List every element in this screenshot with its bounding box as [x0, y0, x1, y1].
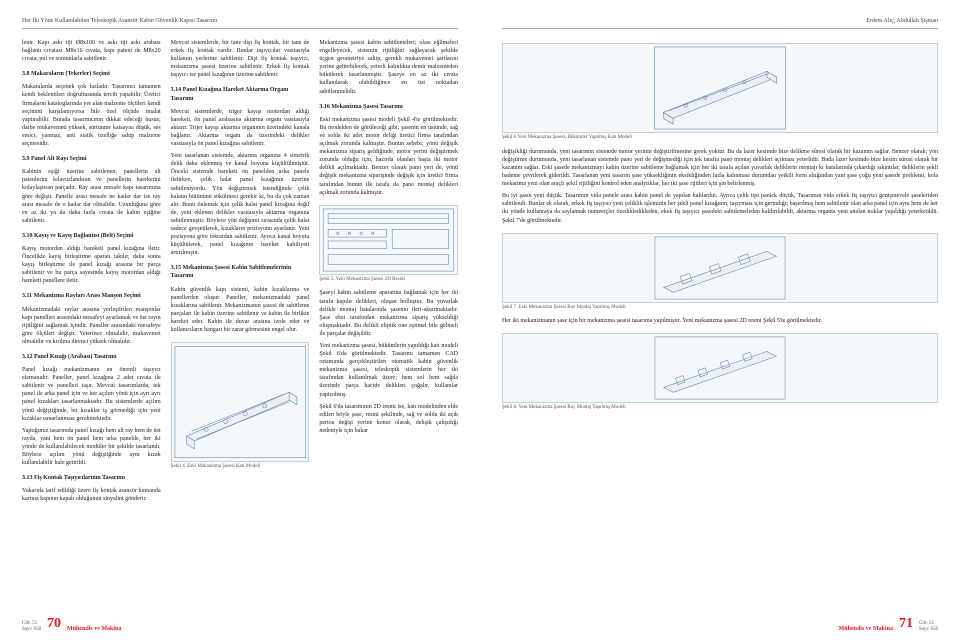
para: Şekil 6'da tasarımının 2D resmi ise, kat… — [319, 403, 458, 435]
issue-box: Cilt: 55 Sayı: 658 — [22, 621, 41, 632]
right-col-1: Şekil 6.Yeni Mekanizma Şasesi, Bükümler … — [502, 39, 938, 610]
para: Eski mekanizma şasesi modeli Şekil 4'te … — [319, 116, 458, 197]
para: Yeni tasarlanan sistemde, aktarma organı… — [171, 152, 310, 257]
page-header-left: Her İki Yöne Kullanılabilen Teleskopik A… — [22, 18, 458, 29]
left-col-1: lenir. Kapı askı tiji Ø8x100 ve askı tij… — [22, 39, 161, 610]
figure-4: Şekil 4. Eski Mekanizma Şasesi Katı Mode… — [171, 342, 310, 471]
figure-6-caption: Şekil 6.Yeni Mekanizma Şasesi, Bükümler … — [502, 135, 938, 142]
para: Mevcut sistemlerde, triger kayışı motord… — [171, 108, 310, 148]
para: Bu iyi şasın yeni düçük. Tasarımın vida … — [502, 192, 938, 224]
heading-3-10: 3.10 Kayış ve Kayış Bağlantısı (Belt) Se… — [22, 232, 161, 240]
para: Kabinin eşiği üzerine sabitlenen, panell… — [22, 168, 161, 225]
para: Yukarıda tarif edildiği üzere fiş kontak… — [22, 487, 161, 503]
figure-7-image — [502, 233, 938, 303]
sayi: Sayı: 658 — [919, 627, 938, 633]
figure-4-caption: Şekil 4. Eski Mekanizma Şasesi Katı Mode… — [171, 464, 310, 471]
para: değişikliği durumunda, yeni tasarımın si… — [502, 148, 938, 188]
page-header-right: Erdem Aliç, Abdullah Şişman — [502, 18, 938, 29]
journal-name: Mühendis ve Makina — [839, 626, 893, 632]
para: Her iki mekanizmanın şase için bir mekan… — [502, 317, 938, 325]
figure-5-caption: Şekil 5. Yeni Mekanizma Şasesi 2D Resmi — [319, 277, 458, 284]
para: Yaptığımız tasarımda panel kızağı hem al… — [22, 427, 161, 467]
heading-3-11: 3.11 Mekanizma Rayları Arası Manşon Seçi… — [22, 292, 161, 300]
figure-7-caption: Şekil 7. Eski Mekanizma Şasesi Ray Monta… — [502, 305, 938, 312]
right-page: Erdem Aliç, Abdullah Şişman — [480, 0, 960, 644]
figure-5-image — [319, 205, 458, 275]
figure-6: Şekil 6.Yeni Mekanizma Şasesi, Bükümler … — [502, 43, 938, 142]
figure-5: Şekil 5. Yeni Mekanizma Şasesi 2D Resmi — [319, 205, 458, 284]
para: lenir. Kapı askı tiji Ø8x100 ve askı tij… — [22, 39, 161, 63]
heading-3-9: 3.9 Panel Alt Rayı Seçimi — [22, 155, 161, 163]
journal-name: Mühendis ve Makina — [67, 626, 121, 632]
page-number-right: 71 — [899, 616, 913, 632]
left-page: Her İki Yöne Kullanılabilen Teleskopik A… — [0, 0, 480, 644]
right-footer: Mühendis ve Makina 71 Cilt: 55 Sayı: 658 — [839, 610, 938, 632]
para: Yeni mekanizma şasesi, bükümlerin yapıld… — [319, 342, 458, 399]
issue-box: Cilt: 55 Sayı: 658 — [919, 621, 938, 632]
para: Mevcut sistemlerde, bir tane dişi fiş ko… — [171, 39, 310, 79]
right-columns: Şekil 6.Yeni Mekanizma Şasesi, Bükümler … — [502, 39, 938, 610]
figure-8: Şekil 8. Yeni Mekanizma Şasesi Ray Monta… — [502, 333, 938, 412]
para: Şaseyi kabin sabitleme aparatına bağlama… — [319, 289, 458, 338]
para: Makaralarda seçenek çok fazladır. Tasarı… — [22, 83, 161, 148]
left-col-2: Mevcut sistemlerde, bir tane dişi fiş ko… — [171, 39, 310, 610]
heading-3-8: 3.8 Makaraların (Tekerler) Seçimi — [22, 70, 161, 78]
figure-6-image — [502, 43, 938, 133]
para: Kabin güvenlik kapı sistemi, kabin kızak… — [171, 286, 310, 335]
left-columns: lenir. Kapı askı tiji Ø8x100 ve askı tij… — [22, 39, 458, 610]
figure-8-image — [502, 333, 938, 403]
heading-3-16: 3.16 Mekanizma Şasesi Tasarımı — [319, 103, 458, 111]
para: Mekanizma şasesi kabin sabitlemeleri; ol… — [319, 39, 458, 96]
figure-7: Şekil 7. Eski Mekanizma Şasesi Ray Monta… — [502, 233, 938, 312]
para: Kayış motordan aldığı hareketi panel kız… — [22, 245, 161, 285]
heading-3-12: 3.12 Panel Kızağı (Arabası) Tasarımı — [22, 353, 161, 361]
page-number-left: 70 — [47, 616, 61, 632]
para: Mekanizmadaki raylar arasına yerleştiril… — [22, 306, 161, 346]
authors: Erdem Aliç, Abdullah Şişman — [866, 18, 938, 24]
left-col-3: Mekanizma şasesi kabin sabitlemeleri; ol… — [319, 39, 458, 610]
para: Panel kızağı mekanizmanın en önemli taşı… — [22, 366, 161, 423]
heading-3-15: 3.15 Mekanizma Şasesi Kabin Sabitlemeler… — [171, 264, 310, 280]
heading-3-14: 3.14 Panel Kızağına Hareket Aktarma Orga… — [171, 86, 310, 102]
sayi: Sayı: 658 — [22, 627, 41, 633]
figure-4-image — [171, 342, 310, 462]
left-footer: Cilt: 55 Sayı: 658 70 Mühendis ve Makina — [22, 610, 458, 632]
heading-3-13: 3.13 Fiş Kontak Taşıyıcılarının Tasarımı — [22, 474, 161, 482]
doc-title: Her İki Yöne Kullanılabilen Teleskopik A… — [22, 18, 217, 24]
figure-8-caption: Şekil 8. Yeni Mekanizma Şasesi Ray Monta… — [502, 405, 938, 412]
